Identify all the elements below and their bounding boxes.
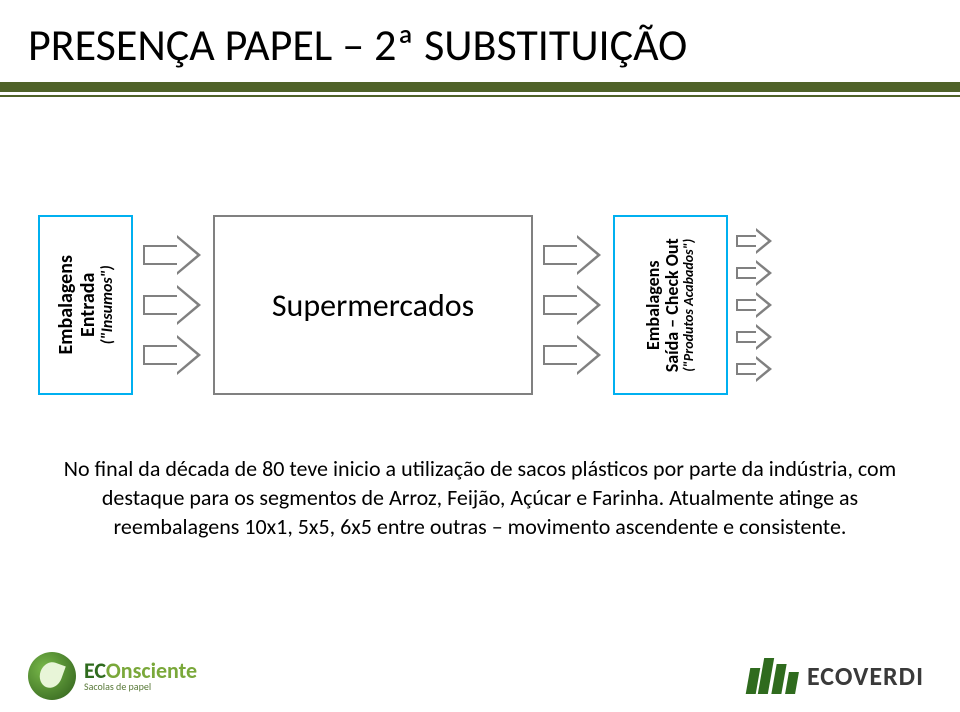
box-center-label: Supermercados xyxy=(272,286,474,325)
arrow-right-icon xyxy=(736,228,776,254)
arrow-right-icon xyxy=(736,356,776,382)
box-center: Supermercados xyxy=(213,215,533,395)
leaf-icon xyxy=(28,652,76,700)
logo-ecoverdi: ECOVERDI xyxy=(748,658,924,694)
box-outputs: Embalagens Saída – Check Out ("Produtos … xyxy=(613,215,728,395)
arrow-right-icon xyxy=(543,235,603,275)
arrows-mid xyxy=(543,235,603,375)
box-inputs-line3: ("Insumos") xyxy=(99,255,117,354)
box-outputs-label: Embalagens Saída – Check Out ("Produtos … xyxy=(644,238,696,372)
box-outputs-line3: ("Produtos Acabados") xyxy=(682,238,697,372)
page-title: PRESENÇA PAPEL – 2ª SUBSTITUIÇÃO xyxy=(28,18,687,72)
body-paragraph: No final da década de 80 teve inicio a u… xyxy=(58,454,902,541)
footer: ECOnsciente Sacolas de papel ECOVERDI xyxy=(0,652,960,700)
bars-icon xyxy=(748,658,797,694)
arrow-right-icon xyxy=(143,235,203,275)
arrows-in xyxy=(143,235,203,375)
logo-left-brand: ECOnsciente xyxy=(84,660,197,682)
arrow-right-icon xyxy=(543,285,603,325)
arrow-right-icon xyxy=(543,335,603,375)
logo-right-brand: ECOVERDI xyxy=(807,660,924,692)
arrow-right-icon xyxy=(736,292,776,318)
arrow-right-icon xyxy=(143,335,203,375)
title-rule-thin xyxy=(0,95,960,97)
box-inputs: Embalagens Entrada ("Insumos") xyxy=(38,215,133,395)
logo-econsciente: ECOnsciente Sacolas de papel xyxy=(28,652,197,700)
arrow-right-icon xyxy=(736,324,776,350)
box-inputs-line1: Embalagens xyxy=(55,255,77,354)
box-inputs-label: Embalagens Entrada ("Insumos") xyxy=(55,255,117,354)
arrows-out xyxy=(736,228,776,382)
arrow-right-icon xyxy=(143,285,203,325)
box-inputs-line2: Entrada xyxy=(77,255,99,354)
flow-diagram: Embalagens Entrada ("Insumos") Supermerc… xyxy=(38,200,922,410)
arrow-right-icon xyxy=(736,260,776,286)
title-rule-thick xyxy=(0,82,960,92)
